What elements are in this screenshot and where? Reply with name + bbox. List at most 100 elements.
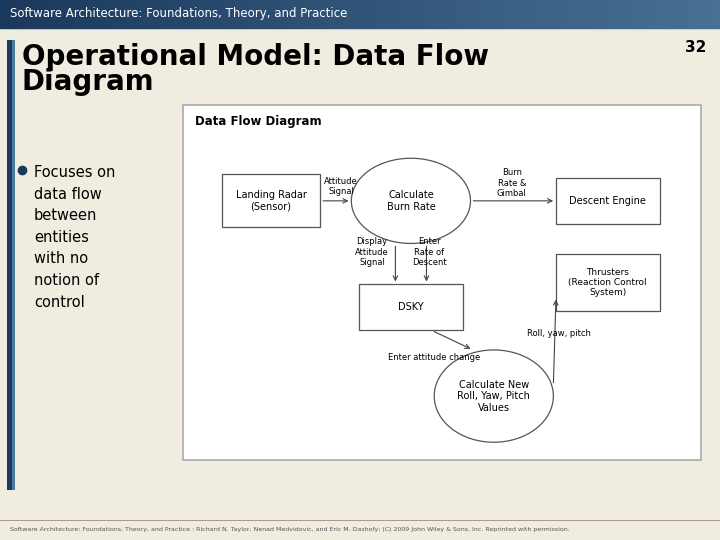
Bar	[48, 0, 49, 28]
Bar	[657, 0, 658, 28]
Bar	[634, 0, 635, 28]
Bar	[185, 0, 186, 28]
Bar	[470, 0, 471, 28]
Bar	[533, 0, 534, 28]
Bar	[397, 0, 398, 28]
Bar	[96, 0, 97, 28]
Bar	[202, 0, 203, 28]
Text: Landing Radar
(Sensor): Landing Radar (Sensor)	[235, 190, 307, 212]
Bar	[168, 0, 169, 28]
Bar	[555, 0, 556, 28]
Bar	[577, 0, 578, 28]
Bar	[343, 0, 344, 28]
Bar	[313, 0, 314, 28]
Bar	[108, 0, 109, 28]
Bar	[224, 0, 225, 28]
Bar	[12, 0, 13, 28]
Bar	[395, 0, 396, 28]
Bar	[686, 0, 687, 28]
Bar	[630, 0, 631, 28]
Bar	[578, 0, 579, 28]
Bar	[75, 0, 76, 28]
Bar	[487, 0, 488, 28]
Bar	[402, 0, 403, 28]
Bar	[612, 0, 613, 28]
Bar	[11, 0, 12, 28]
Bar	[459, 0, 460, 28]
Bar	[85, 0, 86, 28]
Bar	[556, 178, 660, 224]
Bar	[700, 0, 701, 28]
Bar	[647, 0, 648, 28]
Bar	[117, 0, 118, 28]
Bar	[330, 0, 331, 28]
Bar	[561, 0, 562, 28]
Bar	[661, 0, 662, 28]
Bar	[388, 0, 389, 28]
Bar	[78, 0, 79, 28]
Bar	[303, 0, 304, 28]
Bar	[164, 0, 165, 28]
Bar	[681, 0, 682, 28]
Bar	[345, 0, 346, 28]
Bar	[160, 0, 161, 28]
Bar	[13, 0, 14, 28]
Bar	[188, 0, 189, 28]
Bar	[301, 0, 302, 28]
Bar	[261, 0, 262, 28]
Bar	[373, 0, 374, 28]
Bar	[382, 0, 383, 28]
Bar	[64, 0, 65, 28]
Bar	[684, 0, 685, 28]
Bar	[384, 0, 385, 28]
Bar	[710, 0, 711, 28]
Bar	[387, 0, 388, 28]
Bar	[601, 0, 602, 28]
Bar	[685, 0, 686, 28]
Bar	[463, 0, 464, 28]
Bar	[312, 0, 313, 28]
Bar	[162, 0, 163, 28]
Bar	[353, 0, 354, 28]
Bar	[309, 0, 310, 28]
Bar	[116, 0, 117, 28]
Bar	[692, 0, 693, 28]
Bar	[607, 0, 608, 28]
Bar	[341, 0, 342, 28]
Bar	[706, 0, 707, 28]
Bar	[573, 0, 574, 28]
Bar	[639, 0, 640, 28]
Bar	[72, 0, 73, 28]
Bar	[152, 0, 153, 28]
Bar	[302, 0, 303, 28]
Bar	[342, 0, 343, 28]
Bar	[197, 0, 198, 28]
Bar	[273, 0, 274, 28]
Bar	[22, 0, 23, 28]
Bar	[114, 0, 115, 28]
Bar	[646, 0, 647, 28]
Bar	[187, 0, 188, 28]
Bar	[131, 0, 132, 28]
Bar	[526, 0, 527, 28]
Bar	[47, 0, 48, 28]
Bar	[204, 0, 205, 28]
Bar	[79, 0, 80, 28]
Bar	[495, 0, 496, 28]
Bar	[485, 0, 486, 28]
Bar	[142, 0, 143, 28]
Bar	[556, 254, 660, 311]
Bar	[532, 0, 533, 28]
Text: 32: 32	[685, 40, 706, 55]
Bar	[230, 0, 231, 28]
Bar	[37, 0, 38, 28]
Bar	[548, 0, 549, 28]
Bar	[712, 0, 713, 28]
Bar	[137, 0, 138, 28]
Bar	[24, 0, 25, 28]
Bar	[35, 0, 36, 28]
Bar	[378, 0, 379, 28]
Bar	[374, 0, 375, 28]
Bar	[233, 0, 234, 28]
Bar	[643, 0, 644, 28]
